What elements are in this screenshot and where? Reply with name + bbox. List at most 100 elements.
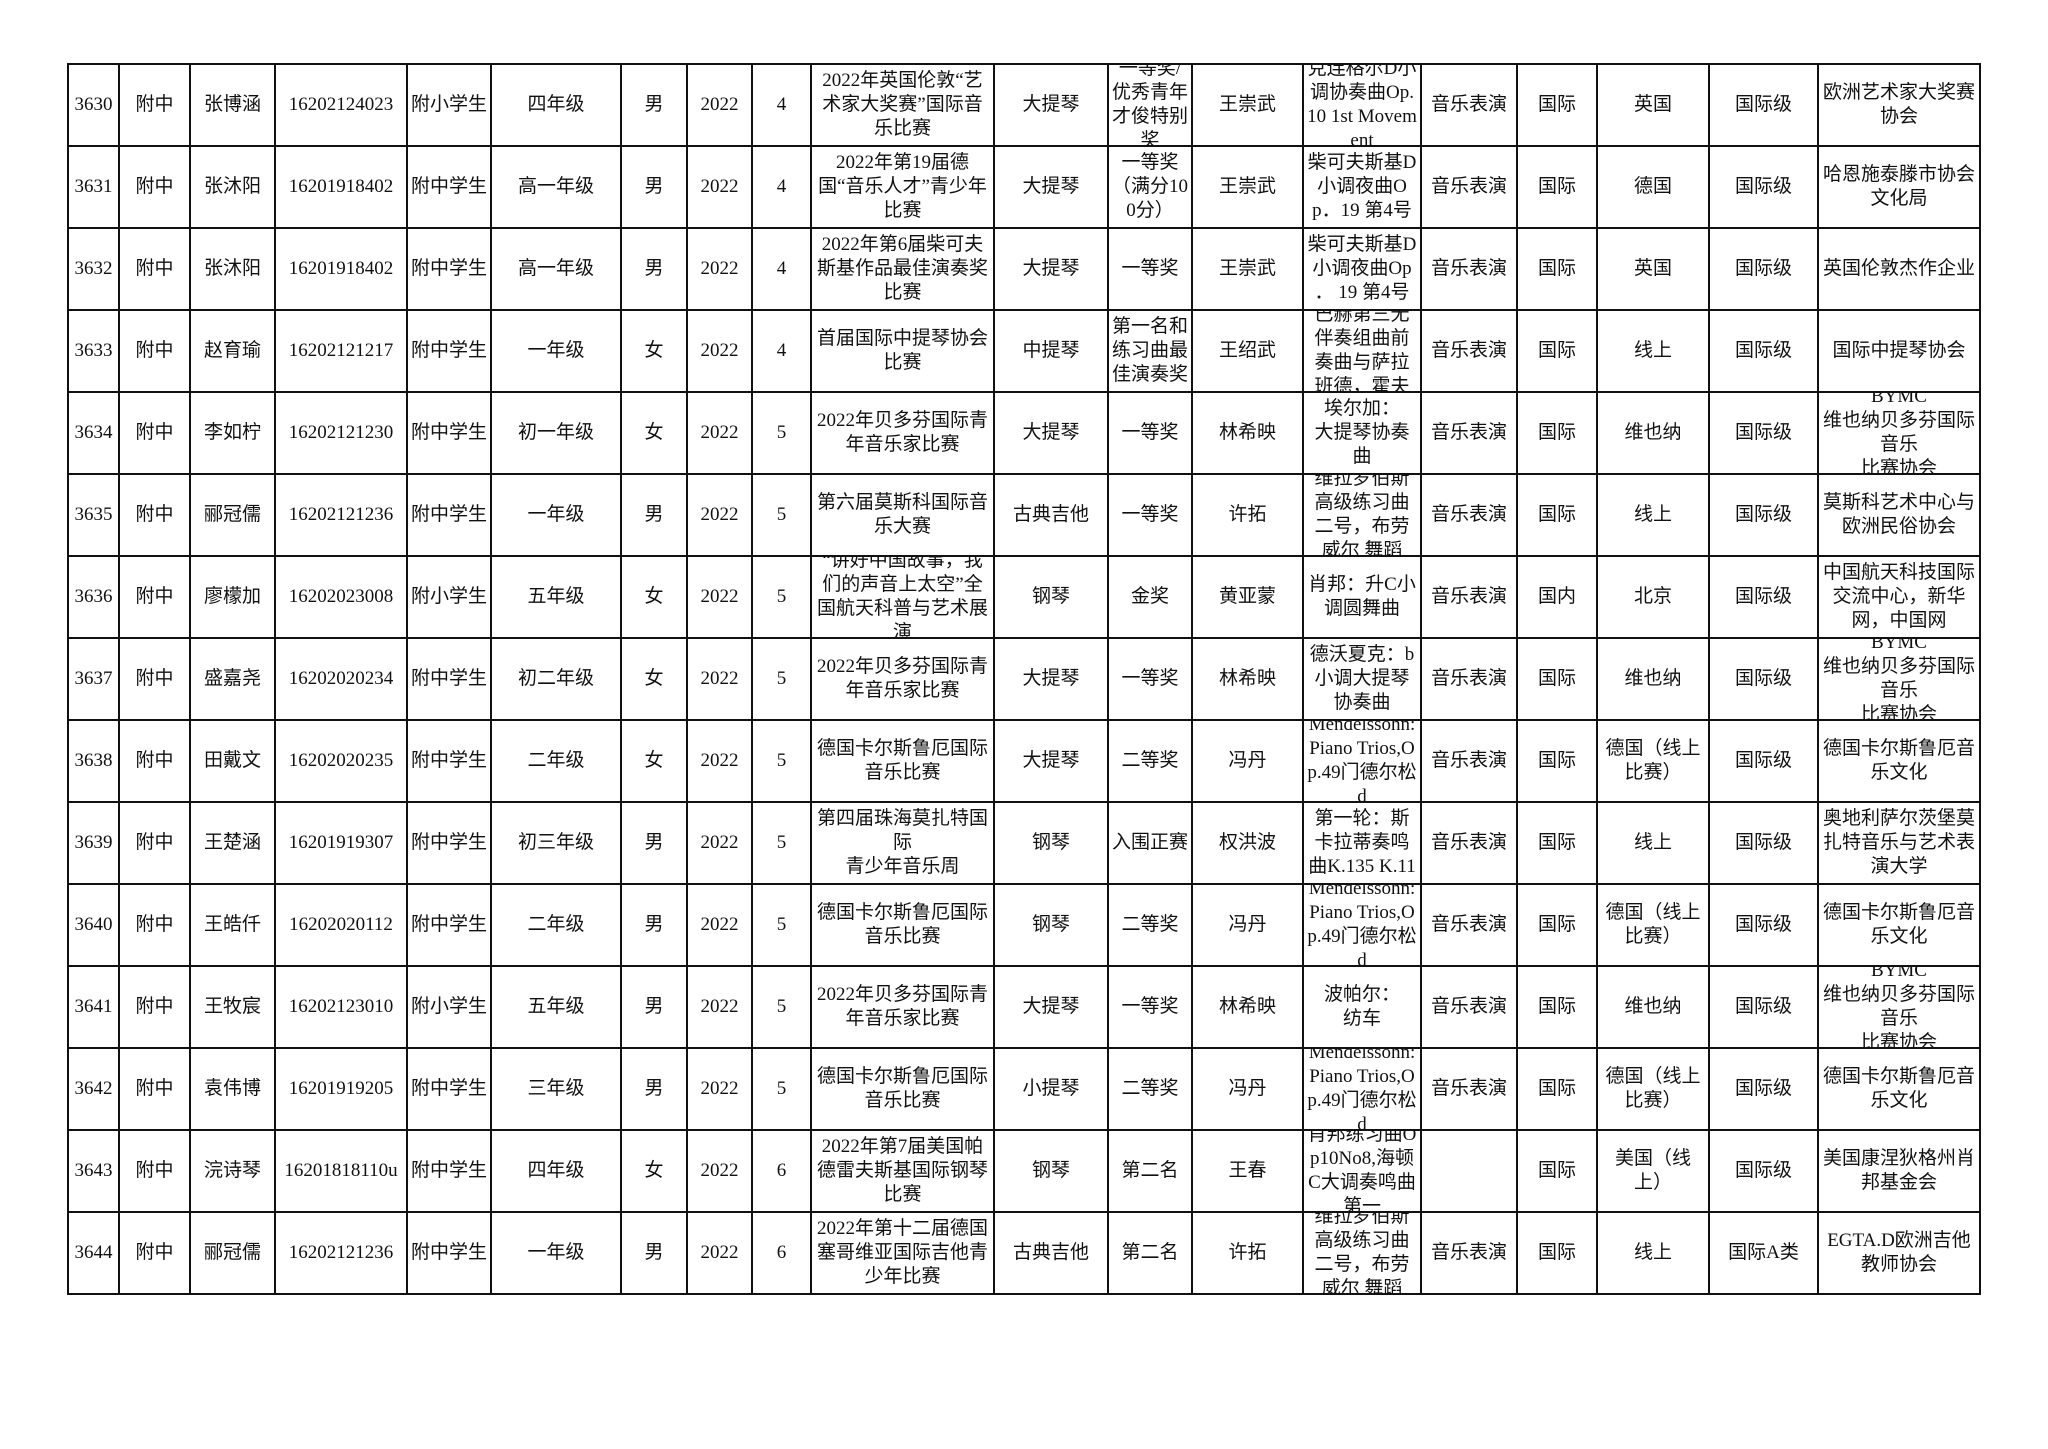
category-text: 音乐表演 (1430, 1078, 1507, 1099)
cell-scope: 国际 (1516, 227, 1598, 311)
cell-organizer: 莫斯科艺术中心与欧洲民俗协会 (1817, 473, 1981, 557)
cell-competition: 2022年贝多芬国际青年音乐家比赛 (810, 637, 995, 721)
year-text: 2022 (700, 176, 739, 197)
teacher-text: 林希映 (1218, 996, 1276, 1017)
cell-scope: 国际 (1516, 63, 1598, 147)
year-text: 2022 (700, 996, 739, 1017)
cell-student-type: 附中学生 (406, 309, 492, 393)
level-text: 国际级 (1734, 996, 1792, 1017)
cell-student-id: 16201918402 (274, 227, 408, 311)
cell-student-id: 16202020235 (274, 719, 408, 803)
cell-grade: 初一年级 (490, 391, 622, 475)
cell-month: 5 (751, 1047, 812, 1131)
month-text: 6 (776, 1160, 787, 1181)
cell-organizer: 英国伦敦杰作企业 (1817, 227, 1981, 311)
category-text: 音乐表演 (1430, 996, 1507, 1017)
cell-serial: 3644 (67, 1211, 120, 1295)
cell-competition: 2022年第19届德国“音乐人才”青少年比赛 (810, 145, 995, 229)
cell-competition: 德国卡尔斯鲁厄国际音乐比赛 (810, 719, 995, 803)
student-id-text: 16202020235 (288, 750, 394, 771)
cell-organizer: 中国航天科技国际交流中心，新华网，中国网 (1817, 555, 1981, 639)
competition-text: 第四届珠海莫扎特国际 青少年音乐周 (816, 808, 988, 877)
cell-grade: 五年级 (490, 965, 622, 1049)
grade-text: 初二年级 (517, 668, 594, 689)
department-text: 附中 (135, 914, 174, 935)
location-text: 维也纳 (1624, 422, 1682, 443)
cell-department: 附中 (118, 801, 191, 885)
serial-text: 3630 (74, 94, 113, 115)
cell-piece: 巴赫第三无伴奏组曲前奏曲与萨拉班德，霍夫 (1302, 309, 1422, 393)
cell-grade: 初二年级 (490, 637, 622, 721)
cell-category: 音乐表演 (1420, 309, 1518, 393)
instrument-text: 大提琴 (1022, 996, 1080, 1017)
cell-level: 国际级 (1708, 1129, 1819, 1213)
month-text: 5 (776, 1078, 787, 1099)
cell-name: 郦冠儒 (189, 473, 276, 557)
department-text: 附中 (135, 340, 174, 361)
student-type-text: 附中学生 (411, 750, 487, 771)
student-id-text: 16202124023 (288, 94, 394, 115)
cell-name: 田戴文 (189, 719, 276, 803)
cell-serial: 3640 (67, 883, 120, 967)
cell-level: 国际级 (1708, 63, 1819, 147)
scope-text: 国际 (1537, 1242, 1576, 1263)
cell-month: 5 (751, 965, 812, 1049)
competition-text: 2022年贝多芬国际青年音乐家比赛 (816, 410, 988, 455)
cell-award: 金奖 (1107, 555, 1193, 639)
cell-serial: 3635 (67, 473, 120, 557)
cell-student-type: 附中学生 (406, 1047, 492, 1131)
cell-month: 5 (751, 391, 812, 475)
table-row: 3644 附中 郦冠儒 16202121236 附中学生 一年级 男 2022 6 2022年第十… (67, 1211, 1981, 1295)
cell-department: 附中 (118, 1047, 191, 1131)
cell-gender: 女 (620, 1129, 688, 1213)
cell-year: 2022 (686, 145, 753, 229)
cell-piece: 肖邦练习曲Op10No8,海顿C大调奏鸣曲第一 (1302, 1129, 1422, 1213)
gender-text: 男 (644, 504, 664, 525)
cell-level: 国际级 (1708, 637, 1819, 721)
cell-month: 4 (751, 227, 812, 311)
cell-year: 2022 (686, 473, 753, 557)
cell-name: 李如柠 (189, 391, 276, 475)
serial-text: 3636 (74, 586, 113, 607)
cell-category: 音乐表演 (1420, 719, 1518, 803)
competition-text: 2022年贝多芬国际青年音乐家比赛 (816, 984, 988, 1029)
cell-student-type: 附中学生 (406, 637, 492, 721)
teacher-text: 林希映 (1218, 422, 1276, 443)
student-id-text: 16202121236 (288, 504, 394, 525)
piece-text: Mendelssohn: Piano Trios,Op.49门德尔松d (1307, 1049, 1417, 1129)
name-text: 赵育瑜 (203, 340, 261, 361)
cell-organizer: 德国卡尔斯鲁厄音乐文化 (1817, 1047, 1981, 1131)
month-text: 4 (776, 340, 787, 361)
cell-student-id: 16202020234 (274, 637, 408, 721)
level-text: 国际级 (1734, 504, 1792, 525)
teacher-text: 权洪波 (1218, 832, 1276, 853)
cell-serial: 3632 (67, 227, 120, 311)
location-text: 德国 (1633, 176, 1672, 197)
serial-text: 3642 (74, 1078, 113, 1099)
cell-student-id: 16202121230 (274, 391, 408, 475)
gender-text: 女 (644, 668, 664, 689)
cell-competition: 2022年贝多芬国际青年音乐家比赛 (810, 391, 995, 475)
table-row: 3642 附中 袁伟博 16201919205 附中学生 三年级 男 2022 5 德国卡尔斯鲁厄… (67, 1047, 1981, 1131)
cell-department: 附中 (118, 965, 191, 1049)
cell-scope: 国际 (1516, 801, 1598, 885)
location-text: 德国（线上比赛） (1605, 738, 1701, 783)
organizer-text: BYMC 维也纳贝多芬国际音乐 比赛协会 (1822, 967, 1975, 1047)
cell-teacher: 冯丹 (1191, 883, 1304, 967)
category-text: 音乐表演 (1430, 422, 1507, 443)
table-row: 3636 附中 廖檬加 16202023008 附小学生 五年级 女 2022 5 “讲好中国故事… (67, 555, 1981, 639)
table-row: 3630 附中 张博涵 16202124023 附小学生 四年级 男 2022 4 2022年英国… (67, 63, 1981, 147)
cell-teacher: 权洪波 (1191, 801, 1304, 885)
cell-category: 音乐表演 (1420, 1211, 1518, 1295)
name-text: 袁伟博 (203, 1078, 261, 1099)
cell-award: 一等奖 (1107, 473, 1193, 557)
scope-text: 国际 (1537, 504, 1576, 525)
cell-instrument: 古典吉他 (993, 473, 1109, 557)
cell-month: 4 (751, 309, 812, 393)
department-text: 附中 (135, 422, 174, 443)
cell-level: 国际级 (1708, 391, 1819, 475)
scope-text: 国际 (1537, 1078, 1576, 1099)
cell-gender: 女 (620, 637, 688, 721)
category-text: 音乐表演 (1430, 504, 1507, 525)
department-text: 附中 (135, 94, 174, 115)
